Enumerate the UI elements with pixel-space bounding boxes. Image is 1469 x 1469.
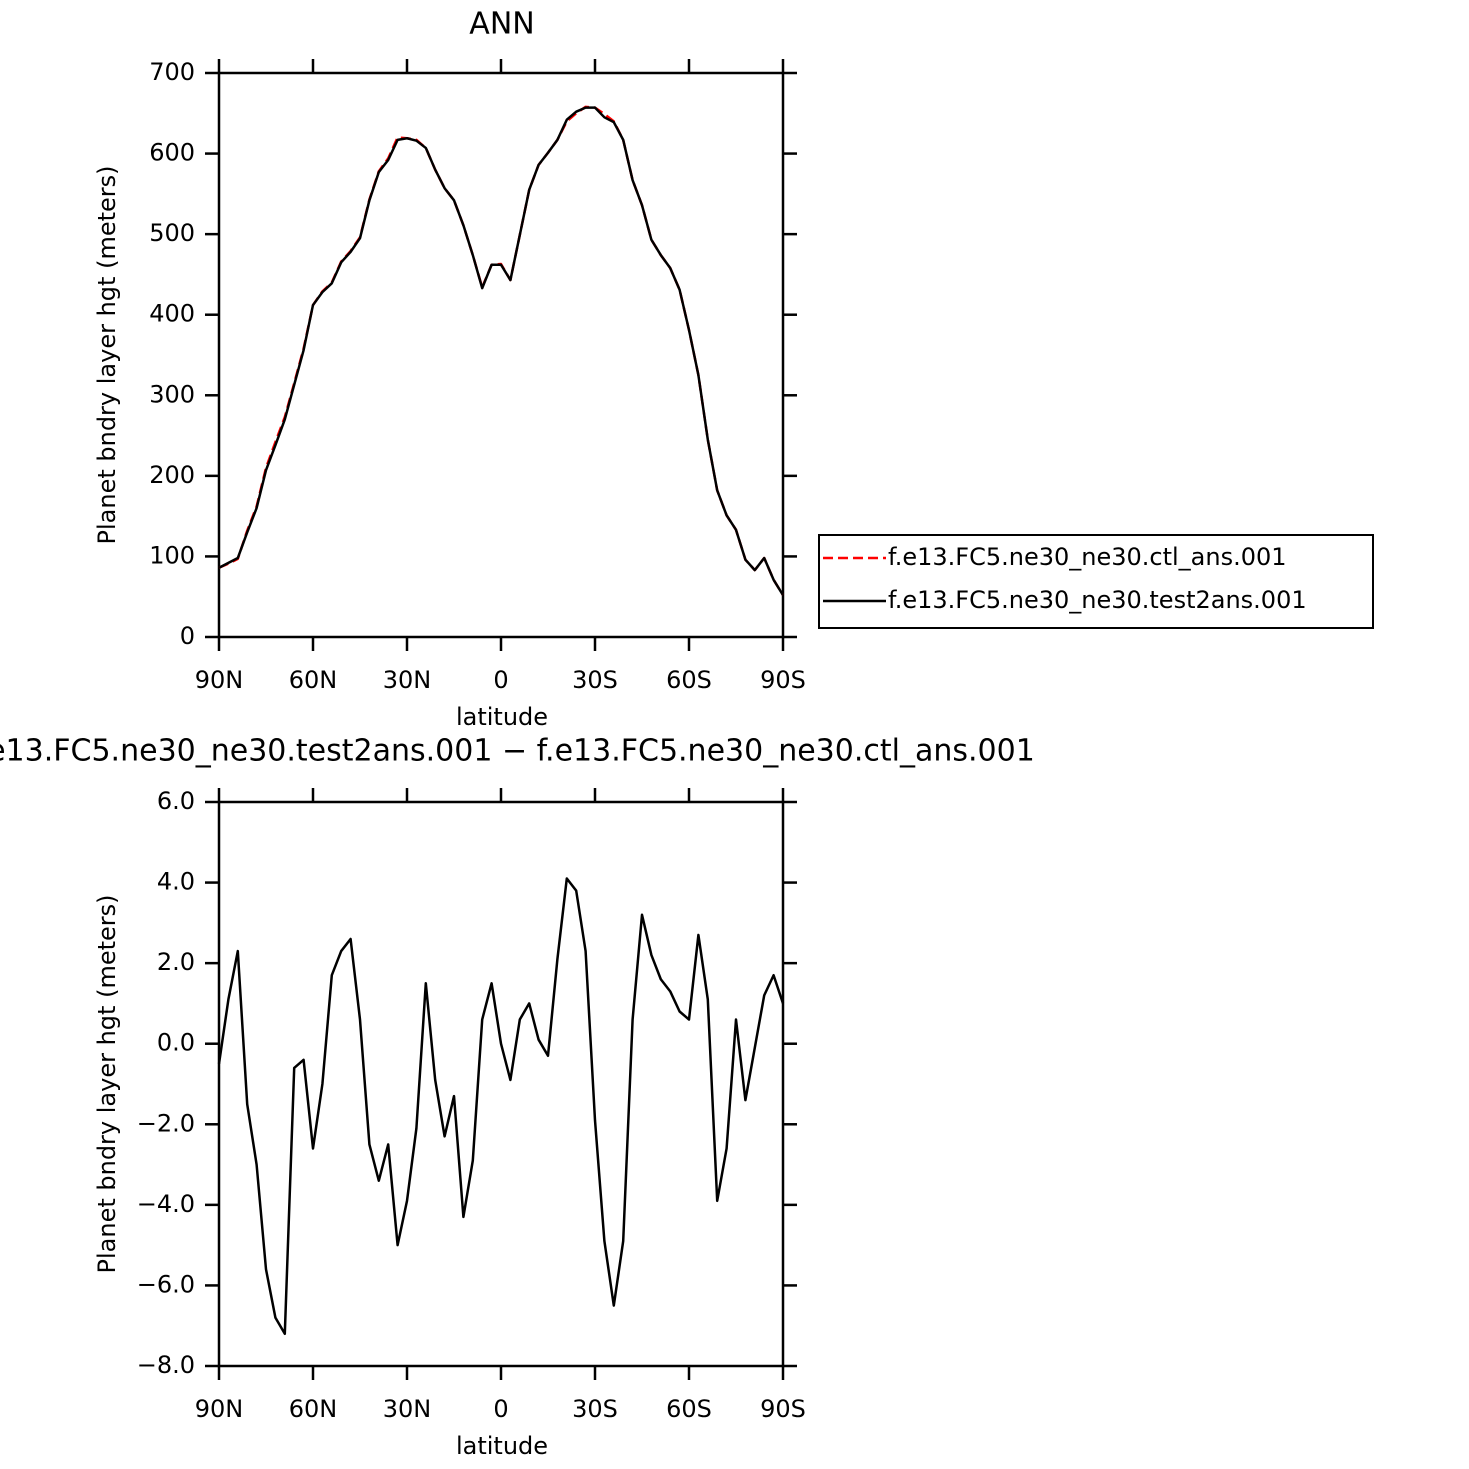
legend-box bbox=[818, 534, 1374, 629]
y-tick-label: 6.0 bbox=[157, 787, 195, 815]
x-tick-label: 30S bbox=[572, 666, 618, 694]
data-line bbox=[218, 106, 785, 596]
y-tick-label: 300 bbox=[149, 380, 195, 408]
x-tick-label: 90S bbox=[760, 666, 806, 694]
y-tick-label: 600 bbox=[149, 139, 195, 167]
y-tick-label: −8.0 bbox=[137, 1351, 195, 1379]
y-tick-label: 500 bbox=[149, 219, 195, 247]
y-tick-label: 200 bbox=[149, 461, 195, 489]
x-tick-label: 60N bbox=[289, 1395, 338, 1423]
x-tick-label: 30N bbox=[383, 666, 432, 694]
chart-title: f.e13.FC5.ne30_ne30.test2ans.001 − f.e13… bbox=[0, 734, 1035, 769]
x-tick-label: 30N bbox=[383, 1395, 432, 1423]
x-tick-label: 60S bbox=[666, 666, 712, 694]
x-tick-label: 90N bbox=[195, 666, 244, 694]
x-tick-label: 90S bbox=[760, 1395, 806, 1423]
y-tick-label: 0 bbox=[180, 622, 195, 650]
y-tick-label: −2.0 bbox=[137, 1109, 195, 1137]
y-tick-label: 2.0 bbox=[157, 948, 195, 976]
y-tick-label: −6.0 bbox=[137, 1270, 195, 1298]
y-axis-label: Planet bndry layer hgt (meters) bbox=[93, 895, 121, 1274]
legend-label: f.e13.FC5.ne30_ne30.test2ans.001 bbox=[888, 586, 1307, 614]
x-axis-label: latitude bbox=[456, 1432, 548, 1460]
y-tick-label: 700 bbox=[149, 58, 195, 86]
y-tick-label: −4.0 bbox=[137, 1190, 195, 1218]
plot-frame bbox=[217, 71, 785, 639]
x-tick-label: 30S bbox=[572, 1395, 618, 1423]
x-tick-label: 0 bbox=[493, 666, 508, 694]
x-axis-label: latitude bbox=[456, 703, 548, 731]
x-tick-label: 90N bbox=[195, 1395, 244, 1423]
data-line bbox=[217, 877, 785, 1336]
x-tick-label: 60S bbox=[666, 1395, 712, 1423]
chart-title: ANN bbox=[469, 7, 534, 42]
plot-frame bbox=[217, 800, 785, 1368]
y-axis-label: Planet bndry layer hgt (meters) bbox=[93, 166, 121, 545]
y-tick-label: 4.0 bbox=[157, 868, 195, 896]
legend-label: f.e13.FC5.ne30_ne30.ctl_ans.001 bbox=[888, 543, 1287, 571]
y-tick-label: 100 bbox=[149, 541, 195, 569]
x-tick-label: 60N bbox=[289, 666, 338, 694]
x-tick-label: 0 bbox=[493, 1395, 508, 1423]
y-tick-label: 400 bbox=[149, 300, 195, 328]
y-tick-label: 0.0 bbox=[157, 1029, 195, 1057]
